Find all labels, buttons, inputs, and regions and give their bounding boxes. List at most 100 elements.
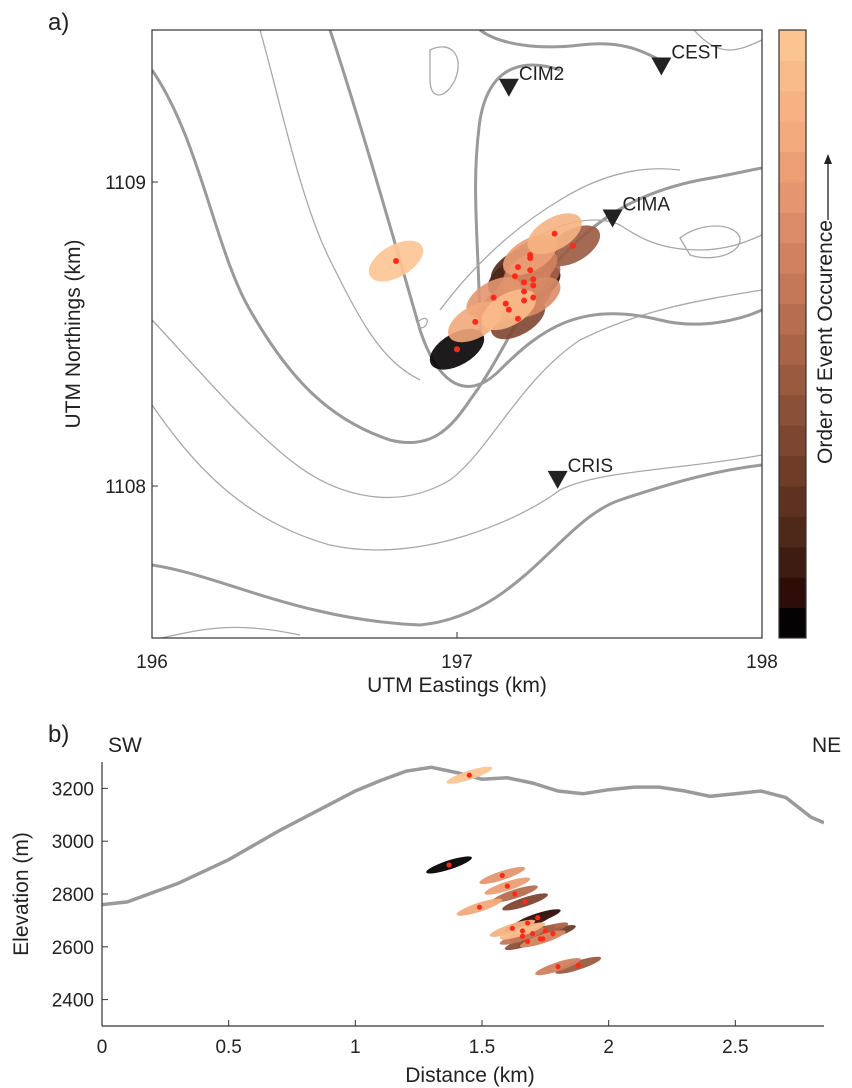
y-tick-label: 1108	[105, 477, 146, 498]
y-tick-label: 2400	[52, 991, 94, 1012]
station-label: CRIS	[568, 456, 613, 477]
event-point	[521, 288, 528, 295]
panel-b-topography	[102, 765, 824, 907]
panel-b-label: b)	[48, 721, 69, 748]
station-marker	[498, 78, 519, 97]
colorbar-swatch	[779, 546, 806, 578]
event-point	[555, 964, 561, 970]
colorbar-swatch	[779, 516, 806, 548]
contour-line	[152, 463, 762, 627]
event-point	[527, 251, 534, 258]
contour-line	[474, 63, 561, 341]
colorbar-swatch	[779, 30, 806, 61]
panel-b-xlabel: Distance (km)	[405, 1064, 535, 1087]
contour-line	[152, 404, 762, 551]
colorbar-swatch	[779, 151, 806, 183]
colorbar	[779, 30, 806, 639]
event-point	[511, 273, 518, 280]
contour-line	[693, 30, 762, 51]
event-point	[527, 267, 534, 274]
event-point	[504, 883, 510, 889]
event-point	[575, 962, 581, 968]
panel-a-label: a)	[48, 9, 69, 36]
colorbar-swatch	[779, 334, 806, 365]
x-tick-label: 1.5	[469, 1037, 495, 1058]
event-point	[551, 230, 558, 237]
event-point	[505, 306, 512, 313]
contour-line	[417, 317, 428, 329]
station-label: CIMA	[623, 194, 671, 215]
colorbar-swatch	[779, 242, 806, 274]
panel-a-ylabel: UTM Northings (km)	[62, 239, 85, 428]
station-label: CEST	[671, 42, 722, 63]
contour-line	[679, 225, 741, 259]
event-point	[535, 915, 541, 921]
colorbar-swatch	[779, 607, 806, 639]
x-tick-label: 2.5	[722, 1037, 748, 1058]
x-tick-label: 1	[350, 1037, 361, 1058]
event-point	[530, 276, 537, 283]
colorbar-swatch	[779, 303, 806, 335]
contour-line	[439, 168, 681, 311]
panel-a-axes: 196 197 198 1108 1109	[105, 173, 778, 673]
event-point	[519, 928, 526, 934]
panel-b-axes: 0 0.5 1 1.5 2 2.5 2400 2600 2800 3000 3200	[52, 779, 749, 1058]
colorbar-swatch	[779, 455, 806, 487]
event-point	[530, 294, 537, 301]
annotation-sw: SW	[108, 734, 142, 757]
event-point	[569, 242, 576, 249]
event-point	[502, 300, 509, 307]
event-point	[522, 899, 528, 905]
colorbar-swatch	[779, 212, 806, 244]
annotation-ne: NE	[812, 734, 841, 757]
contour-line	[152, 289, 762, 498]
station-label: CIM2	[519, 64, 564, 85]
contour-line	[259, 30, 421, 381]
panel-a-event-ellipses	[368, 213, 601, 370]
colorbar-swatch	[779, 90, 806, 122]
x-tick-label: 197	[441, 652, 473, 673]
event-point	[519, 933, 526, 939]
colorbar-swatch	[779, 577, 806, 609]
event-point	[540, 936, 546, 942]
contour-line	[328, 30, 762, 388]
contour-line	[429, 46, 459, 96]
contour-line	[152, 69, 762, 445]
y-tick-label: 1109	[105, 173, 146, 194]
panel-a-stations: CEST CIM2 CIMA CRIS	[498, 42, 722, 489]
x-tick-label: 0.5	[215, 1037, 241, 1058]
event-point	[454, 346, 460, 353]
event-point	[466, 772, 472, 778]
event-point	[476, 904, 483, 910]
station-marker	[602, 209, 623, 228]
event-point	[472, 318, 479, 325]
colorbar-arrow-head	[824, 154, 832, 164]
event-point	[446, 862, 452, 868]
x-tick-label: 198	[746, 652, 778, 673]
event-point	[550, 931, 556, 937]
colorbar-swatch	[779, 121, 806, 153]
event-point	[530, 931, 536, 937]
panel-a-xlabel: UTM Eastings (km)	[367, 674, 547, 697]
y-tick-label: 3000	[52, 832, 94, 853]
colorbar-swatch	[779, 182, 806, 213]
event-point	[499, 872, 505, 879]
colorbar-swatch	[779, 273, 806, 305]
x-tick-label: 2	[603, 1037, 614, 1058]
event-point	[521, 279, 528, 286]
event-point	[515, 264, 521, 271]
colorbar-swatch	[779, 425, 806, 457]
event-point	[509, 925, 515, 931]
event-point	[490, 294, 497, 301]
colorbar-swatch	[779, 486, 806, 517]
station-marker	[547, 470, 568, 489]
colorbar-label: Order of Event Occurence	[814, 220, 837, 464]
event-point	[525, 920, 531, 926]
y-tick-label: 2600	[52, 938, 94, 959]
event-point	[542, 928, 548, 934]
station-marker	[651, 57, 672, 76]
event-point	[530, 282, 537, 289]
panel-a-event-points	[393, 230, 576, 353]
